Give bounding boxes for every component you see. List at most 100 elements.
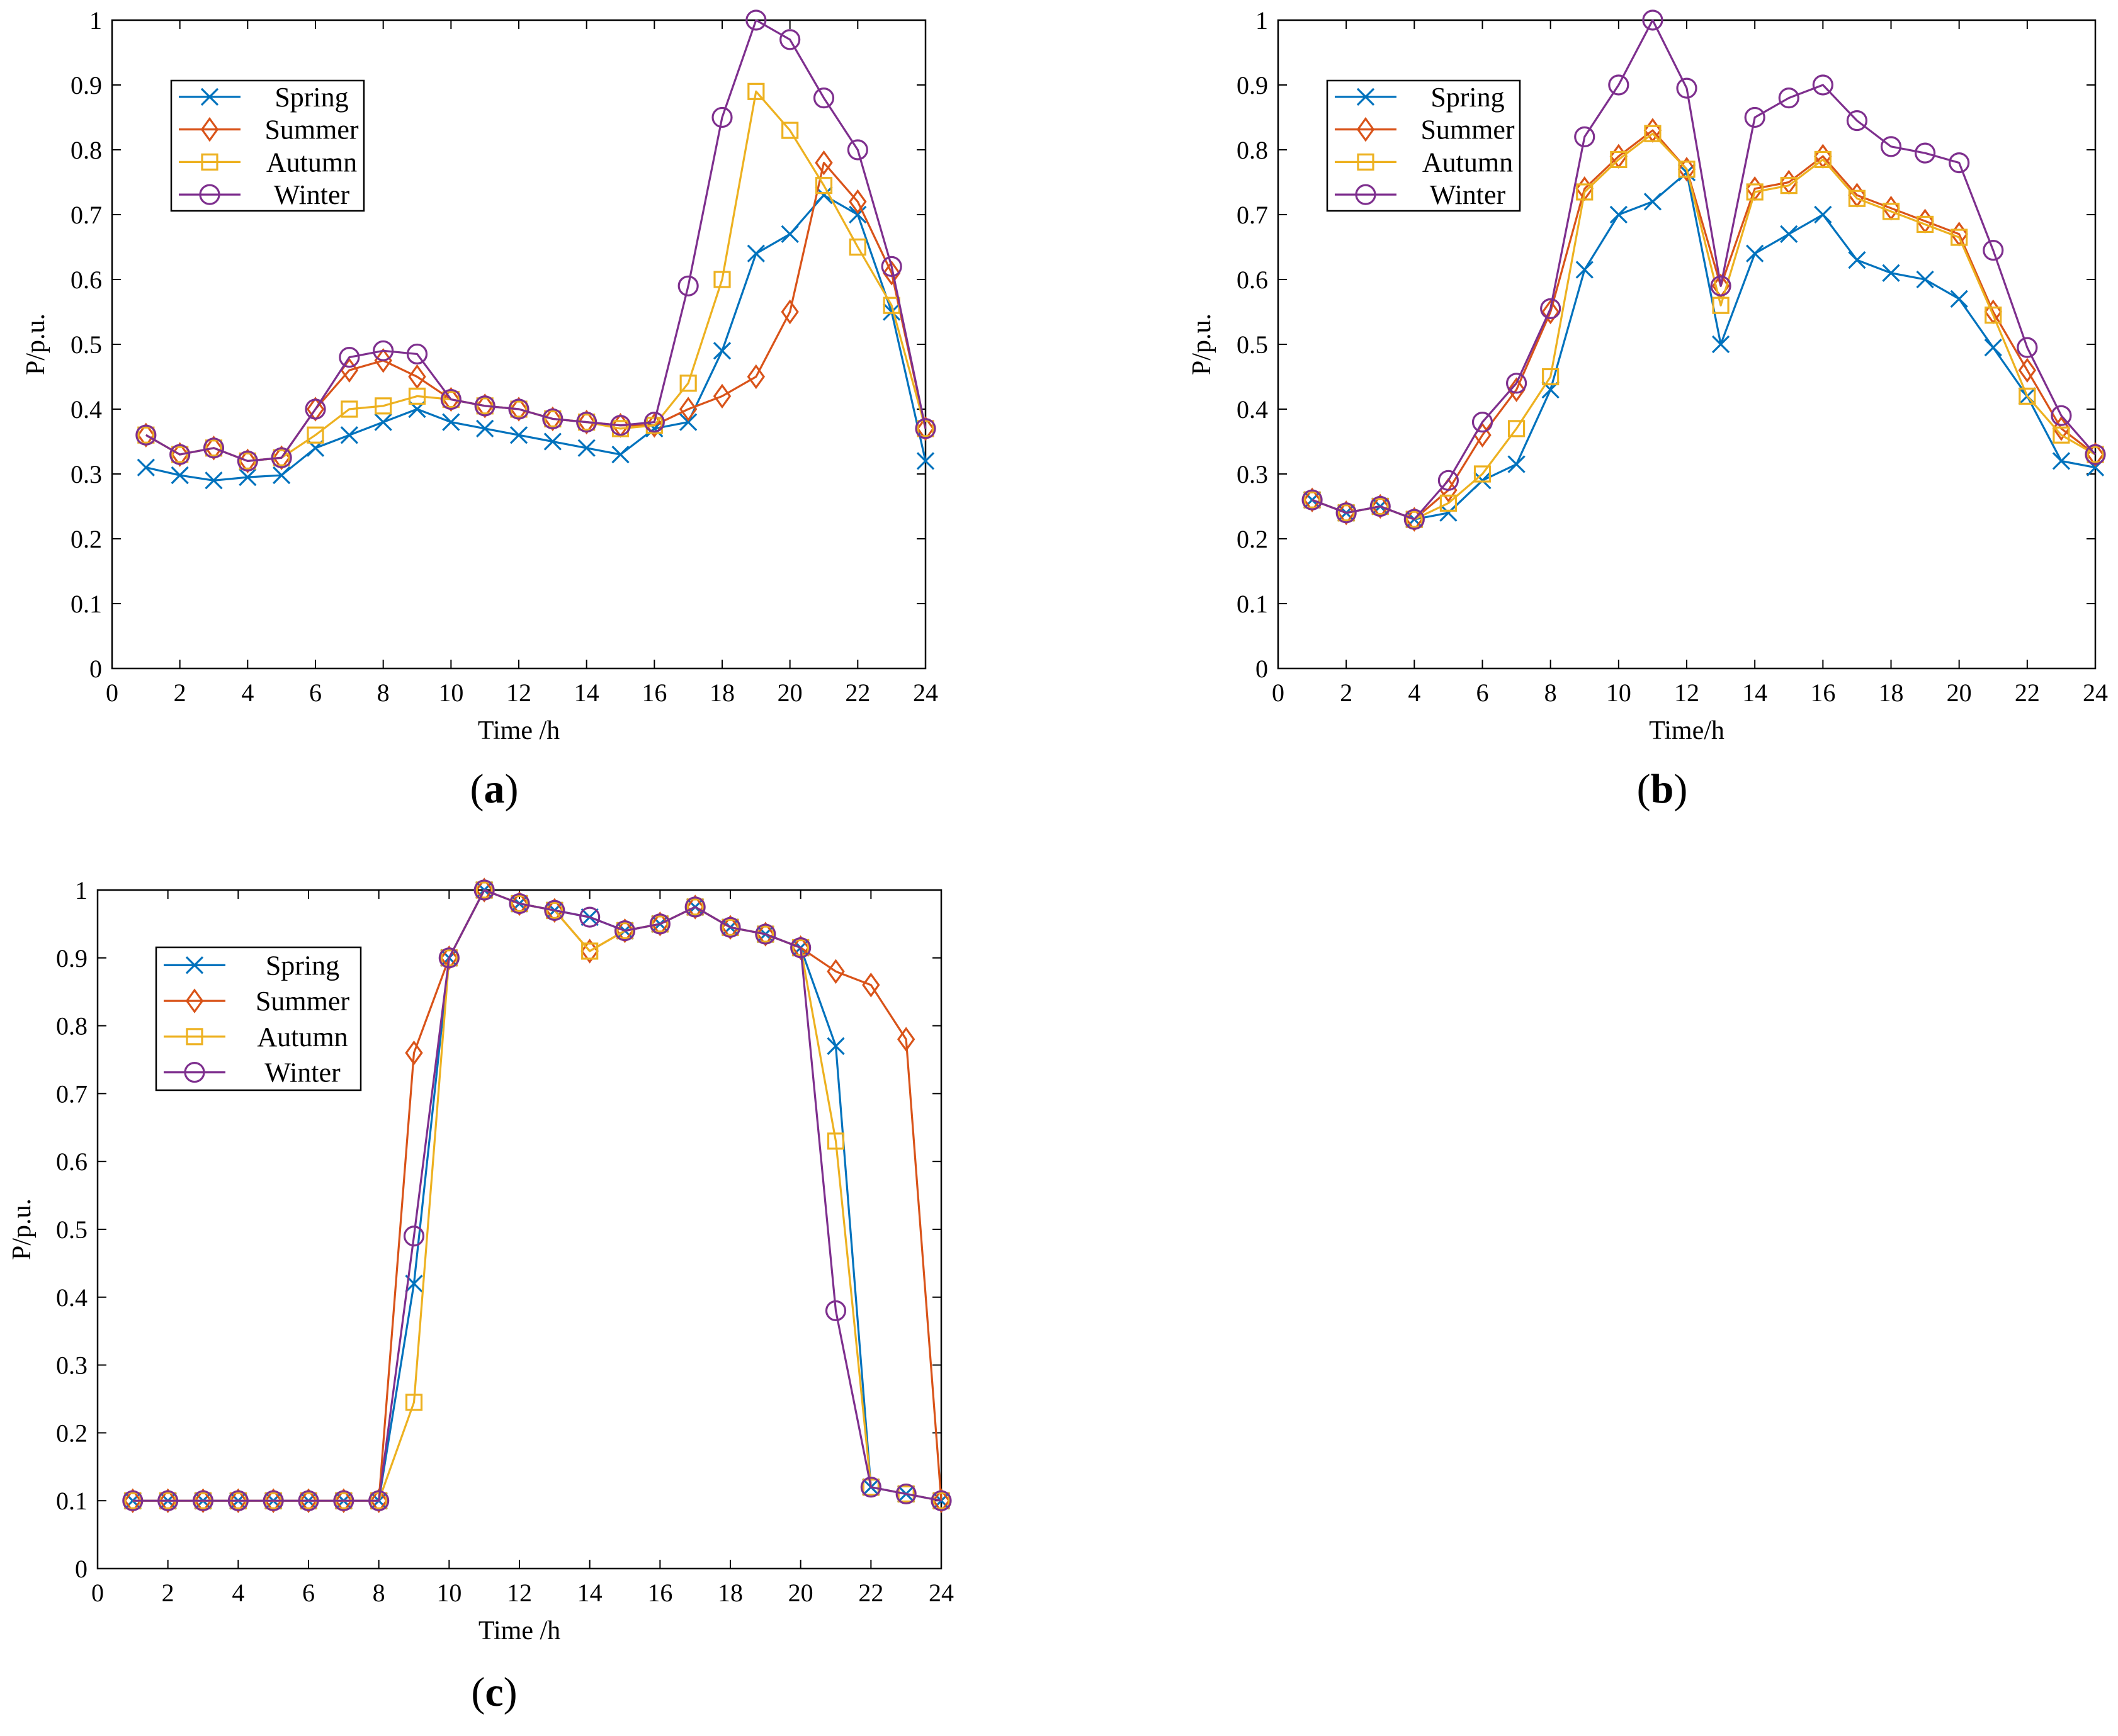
data-point-autumn-c [546, 901, 563, 919]
legend-marker-autumn-c [186, 1028, 203, 1046]
data-point-winter-a [406, 343, 428, 365]
data-point-spring-a [137, 458, 155, 476]
x-tick-label-c: 6 [302, 1579, 315, 1607]
data-point-spring-a [679, 413, 698, 431]
data-point-summer-c [229, 1488, 247, 1513]
data-point-autumn-c [897, 1485, 915, 1503]
x-tick-label-c: 2 [162, 1579, 174, 1607]
data-point-summer-c [791, 935, 810, 961]
y-tick-label-c: 0.1 [56, 1487, 88, 1515]
data-point-spring-b [1916, 270, 1934, 289]
data-point-autumn-a [781, 121, 799, 139]
data-point-winter-b [2051, 405, 2072, 426]
x-tick-label-b: 12 [1674, 679, 1699, 707]
data-point-winter-a [373, 340, 394, 361]
y-tick-label-b: 0.9 [1237, 71, 1268, 99]
data-point-summer-c [334, 1488, 353, 1513]
x-tick-label-a: 10 [438, 679, 463, 707]
data-point-winter-a [745, 9, 767, 31]
data-point-summer-b [2052, 416, 2071, 441]
x-tick-label-a: 8 [377, 679, 390, 707]
panel-label-b: (b) [1637, 766, 1688, 812]
data-point-summer-c [756, 922, 775, 947]
y-tick-label-a: 0.9 [71, 71, 102, 99]
x-tick-label-b: 6 [1476, 679, 1489, 707]
data-point-summer-c [123, 1488, 142, 1513]
data-point-summer-c [510, 891, 529, 916]
x-tick-label-c: 12 [507, 1579, 532, 1607]
data-point-spring-b [1439, 504, 1458, 522]
data-point-winter-a [508, 398, 530, 420]
data-point-summer-c [194, 1488, 212, 1513]
series-winter-c [122, 879, 952, 1511]
x-tick-label-a: 6 [309, 679, 322, 707]
data-point-autumn-a [307, 426, 324, 444]
data-point-spring-a [442, 413, 460, 431]
y-tick-label-a: 0.2 [71, 525, 102, 553]
x-tick-label-b: 20 [1947, 679, 1972, 707]
data-point-autumn-b [1848, 189, 1866, 207]
x-tick-label-a: 12 [506, 679, 531, 707]
x-tick-label-a: 24 [913, 679, 938, 707]
data-point-autumn-b [2019, 387, 2036, 405]
data-point-spring-a [883, 303, 901, 321]
data-point-winter-a [813, 87, 835, 109]
y-tick-label-b: 0.5 [1237, 330, 1268, 359]
data-point-winter-c [931, 1490, 952, 1511]
x-tick-label-a: 18 [710, 679, 735, 707]
legend-label-autumn-c: Autumn [257, 1022, 348, 1052]
legend-marker-spring-b [1356, 87, 1375, 106]
data-point-autumn-b [1985, 307, 2002, 324]
data-point-autumn-c [827, 1132, 845, 1150]
x-tick-label-c: 18 [718, 1579, 743, 1607]
y-axis-label-a: P/p.u. [21, 313, 50, 375]
data-point-summer-a [882, 260, 901, 286]
chart-panel-b: 0 2 4 6 8 10 12 14 16 18 20 22 2400.10.20.30.40.50.6… [1187, 6, 2108, 812]
x-tick-label-b: 2 [1340, 679, 1352, 707]
data-point-winter-c [860, 1477, 881, 1498]
data-point-summer-a [713, 383, 732, 409]
legend-marker-winter-c [184, 1062, 205, 1083]
data-point-winter-b [1880, 136, 1902, 157]
data-point-summer-c [159, 1488, 177, 1513]
data-point-winter-b [1778, 87, 1799, 109]
data-point-summer-a [543, 406, 562, 432]
data-point-spring-b [1711, 335, 1730, 354]
data-point-winter-a [271, 447, 292, 468]
y-tick-label-c: 0.5 [56, 1215, 88, 1244]
data-point-summer-a [408, 364, 426, 390]
data-point-winter-b [1608, 74, 1629, 96]
x-tick-label-b: 22 [2015, 679, 2040, 707]
data-point-autumn-c [405, 1394, 423, 1411]
x-tick-label-a: 20 [778, 679, 803, 707]
data-point-winter-a [135, 424, 157, 446]
y-tick-label-c: 0.7 [56, 1079, 88, 1108]
data-point-autumn-b [1473, 465, 1492, 483]
data-point-spring-a [849, 205, 867, 224]
data-point-autumn-b [2053, 426, 2070, 444]
series-spring-b [1303, 163, 2105, 529]
data-point-autumn-c [651, 915, 669, 933]
data-point-spring-b [1507, 455, 1526, 473]
x-tick-label-b: 24 [2083, 679, 2108, 707]
data-point-autumn-a [611, 420, 630, 437]
data-point-winter-b [1403, 509, 1425, 530]
legend-c: Spring Summer Autumn Winter [155, 946, 362, 1091]
series-line-spring-a [145, 194, 927, 482]
y-tick-label-c: 0.4 [56, 1283, 88, 1312]
data-point-spring-b [1780, 225, 1798, 244]
data-point-winter-c [579, 906, 601, 928]
data-point-winter-a [169, 444, 191, 465]
data-point-spring-b [1609, 205, 1628, 224]
data-point-winter-c [192, 1490, 214, 1511]
x-tick-label-a: 14 [574, 679, 599, 707]
data-point-autumn-b [2087, 446, 2104, 463]
x-tick-label-b: 8 [1544, 679, 1557, 707]
y-tick-label-a: 0.4 [71, 395, 102, 424]
data-point-autumn-c [616, 922, 634, 940]
x-tick-label-a: 0 [106, 679, 118, 707]
x-tick-label-b: 18 [1879, 679, 1904, 707]
chart-panel-a: 0 2 4 6 8 10 12 14 16 18 20 22 2400.10.20.30.40.50.6… [21, 6, 938, 812]
data-point-summer-a [442, 386, 460, 412]
